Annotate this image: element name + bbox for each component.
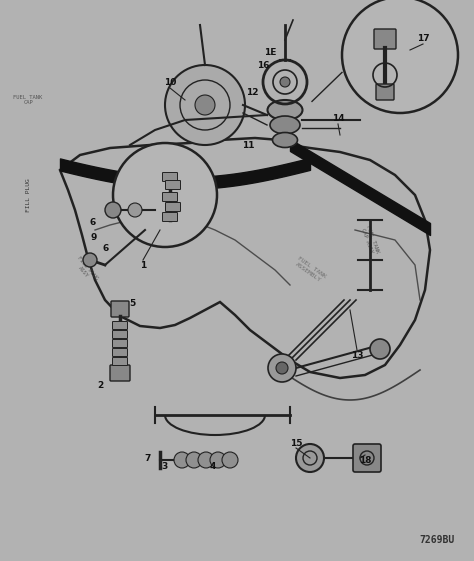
Circle shape xyxy=(296,444,324,472)
Circle shape xyxy=(174,452,190,468)
FancyBboxPatch shape xyxy=(163,192,177,201)
FancyBboxPatch shape xyxy=(110,365,130,381)
Circle shape xyxy=(186,452,202,468)
Text: 10: 10 xyxy=(164,77,176,86)
Text: 4: 4 xyxy=(210,462,216,471)
Circle shape xyxy=(165,65,245,145)
Ellipse shape xyxy=(267,100,302,120)
Text: 1E: 1E xyxy=(264,48,276,57)
FancyBboxPatch shape xyxy=(353,444,381,472)
Text: 14: 14 xyxy=(332,113,344,122)
Text: FUEL TANK
CAP ASSY: FUEL TANK CAP ASSY xyxy=(360,224,380,256)
Text: 15: 15 xyxy=(290,439,302,448)
FancyBboxPatch shape xyxy=(112,321,128,329)
Circle shape xyxy=(113,143,217,247)
Text: 6: 6 xyxy=(90,218,96,227)
Text: 17: 17 xyxy=(417,34,429,43)
Text: 12: 12 xyxy=(246,88,258,96)
Circle shape xyxy=(370,339,390,359)
Text: 13: 13 xyxy=(351,351,363,360)
FancyBboxPatch shape xyxy=(111,301,129,317)
FancyBboxPatch shape xyxy=(165,203,181,211)
Text: 16: 16 xyxy=(257,61,269,70)
Text: FUEL TANK
ASSEMBLY: FUEL TANK ASSEMBLY xyxy=(293,256,327,284)
FancyBboxPatch shape xyxy=(163,213,177,222)
Circle shape xyxy=(105,202,121,218)
Circle shape xyxy=(210,452,226,468)
Text: 18: 18 xyxy=(359,456,371,465)
FancyBboxPatch shape xyxy=(112,357,128,366)
Text: FILL PLUG
ASSY: FILL PLUG ASSY xyxy=(72,255,99,284)
FancyBboxPatch shape xyxy=(112,330,128,338)
Circle shape xyxy=(198,452,214,468)
Text: 1: 1 xyxy=(140,260,146,269)
Text: FUEL TANK
CAP: FUEL TANK CAP xyxy=(13,95,43,105)
Text: 5: 5 xyxy=(129,298,135,307)
Text: 7: 7 xyxy=(145,453,151,462)
Circle shape xyxy=(195,95,215,115)
Ellipse shape xyxy=(270,116,300,134)
Text: 2: 2 xyxy=(97,380,103,389)
Circle shape xyxy=(222,452,238,468)
Circle shape xyxy=(83,253,97,267)
FancyBboxPatch shape xyxy=(112,339,128,347)
Text: 7269BU: 7269BU xyxy=(420,535,455,545)
Text: 9: 9 xyxy=(91,232,97,241)
Text: 3: 3 xyxy=(162,462,168,471)
FancyBboxPatch shape xyxy=(376,84,394,100)
Text: 11: 11 xyxy=(242,140,254,149)
FancyBboxPatch shape xyxy=(163,172,177,182)
Text: FILL PLUG: FILL PLUG xyxy=(26,178,30,212)
Circle shape xyxy=(268,354,296,382)
Text: 6: 6 xyxy=(103,243,109,252)
FancyBboxPatch shape xyxy=(165,181,181,190)
Circle shape xyxy=(342,0,458,113)
Circle shape xyxy=(128,203,142,217)
Ellipse shape xyxy=(273,132,298,148)
Circle shape xyxy=(276,362,288,374)
Circle shape xyxy=(280,77,290,87)
FancyBboxPatch shape xyxy=(374,29,396,49)
FancyBboxPatch shape xyxy=(112,348,128,356)
